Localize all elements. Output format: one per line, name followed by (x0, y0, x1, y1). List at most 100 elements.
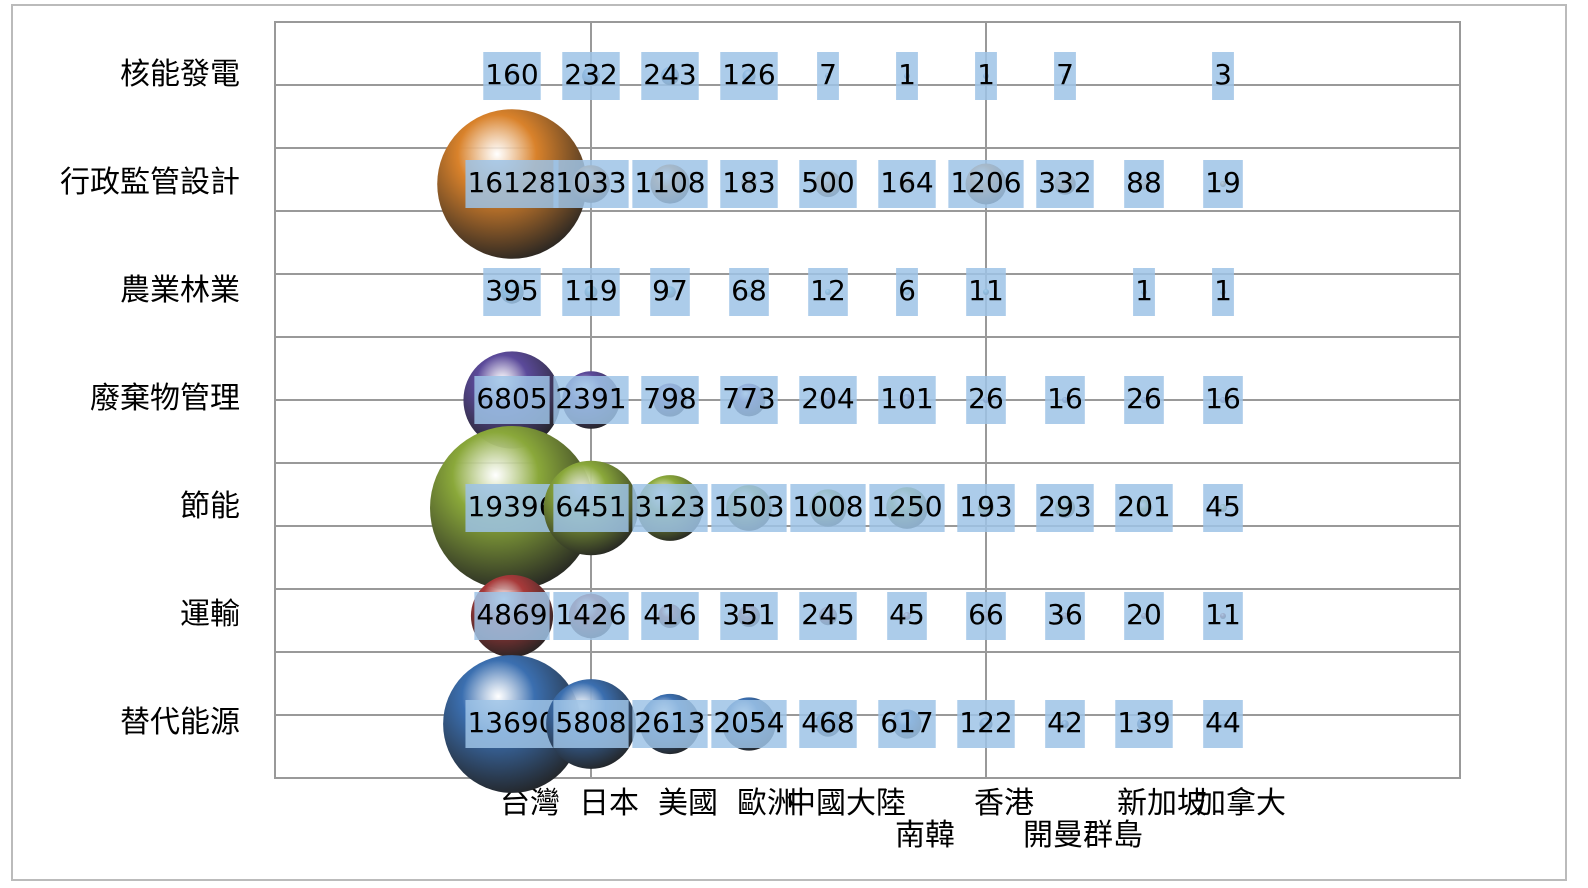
label-background (720, 592, 778, 640)
label-background (1115, 700, 1173, 748)
label-background (720, 160, 778, 208)
label-background (799, 376, 857, 424)
data-label: 2054 (713, 706, 784, 739)
label-background (1045, 700, 1085, 748)
label-background (474, 376, 550, 424)
y-tick-label: 節能 (180, 489, 240, 524)
chart-border (11, 4, 1567, 881)
label-background (720, 52, 778, 100)
label-background (632, 160, 708, 208)
data-label: 5808 (555, 706, 626, 739)
label-background (878, 376, 936, 424)
data-label: 204 (801, 382, 854, 415)
data-label: 332 (1038, 166, 1091, 199)
label-background (1212, 52, 1234, 100)
data-label: 1108 (634, 166, 705, 199)
label-background (650, 268, 690, 316)
label-background (817, 52, 839, 100)
label-background (711, 700, 787, 748)
x-tick-label: 開曼群島 (1023, 818, 1143, 853)
data-label: 101 (880, 382, 933, 415)
data-label: 1250 (871, 490, 942, 523)
label-background (720, 376, 778, 424)
data-label: 126 (722, 58, 775, 91)
data-label: 1033 (555, 166, 626, 199)
label-background (1124, 592, 1164, 640)
label-background (1133, 268, 1155, 316)
data-label: 36 (1047, 598, 1083, 631)
x-tick-label: 新加坡 (1117, 786, 1207, 821)
label-background (483, 52, 541, 100)
label-background (1124, 160, 1164, 208)
data-label: 16 (1047, 382, 1083, 415)
data-label: 97 (652, 274, 688, 307)
label-background (957, 700, 1015, 748)
label-background (948, 160, 1024, 208)
label-background (1054, 52, 1076, 100)
data-label: 1 (898, 58, 916, 91)
label-background (975, 52, 997, 100)
data-label: 11 (968, 274, 1004, 307)
data-label: 119 (564, 274, 617, 307)
data-label: 16128 (467, 166, 556, 199)
data-label: 6805 (476, 382, 547, 415)
y-tick-label: 農業林業 (120, 273, 240, 308)
data-label: 1 (977, 58, 995, 91)
data-label: 66 (968, 598, 1004, 631)
x-tick-label: 南韓 (895, 818, 955, 853)
data-label: 44 (1205, 706, 1241, 739)
data-label: 798 (643, 382, 696, 415)
label-background (553, 700, 629, 748)
data-label: 7 (1056, 58, 1074, 91)
data-label: 183 (722, 166, 775, 199)
label-background (799, 160, 857, 208)
label-background (465, 484, 559, 532)
label-background (1124, 376, 1164, 424)
label-background (562, 268, 620, 316)
data-label: 617 (880, 706, 933, 739)
label-background (966, 592, 1006, 640)
data-label: 468 (801, 706, 854, 739)
label-background (632, 484, 708, 532)
label-background (1036, 484, 1094, 532)
label-background (1212, 268, 1234, 316)
data-label: 1206 (950, 166, 1021, 199)
label-background (1203, 160, 1243, 208)
label-background (553, 160, 629, 208)
label-background (1203, 376, 1243, 424)
label-background (1203, 484, 1243, 532)
label-background (474, 592, 550, 640)
y-tick-label: 核能發電 (120, 57, 240, 92)
data-label: 2391 (555, 382, 626, 415)
label-background (1045, 592, 1085, 640)
data-label: 68 (731, 274, 767, 307)
data-label: 1 (1135, 274, 1153, 307)
data-label: 193 (959, 490, 1012, 523)
data-label: 45 (1205, 490, 1241, 523)
data-label: 19 (1205, 166, 1241, 199)
data-label: 245 (801, 598, 854, 631)
x-tick-label: 歐洲 (737, 786, 797, 821)
data-label: 11 (1205, 598, 1241, 631)
x-tick-label: 日本 (579, 786, 639, 821)
y-tick-label: 廢棄物管理 (90, 381, 240, 416)
label-background (1045, 376, 1085, 424)
data-label: 19396 (467, 490, 556, 523)
data-label: 26 (1126, 382, 1162, 415)
label-background (808, 268, 848, 316)
label-background (483, 268, 541, 316)
label-background (966, 268, 1006, 316)
label-background (1203, 700, 1243, 748)
data-label: 6451 (555, 490, 626, 523)
label-background (553, 592, 629, 640)
data-label: 773 (722, 382, 775, 415)
label-background (1115, 484, 1173, 532)
data-label: 1 (1214, 274, 1232, 307)
label-background (896, 52, 918, 100)
label-background (632, 700, 708, 748)
data-label: 2613 (634, 706, 705, 739)
data-label: 45 (889, 598, 925, 631)
x-tick-label: 中國大陸 (786, 786, 906, 821)
label-background (729, 268, 769, 316)
data-label: 500 (801, 166, 854, 199)
